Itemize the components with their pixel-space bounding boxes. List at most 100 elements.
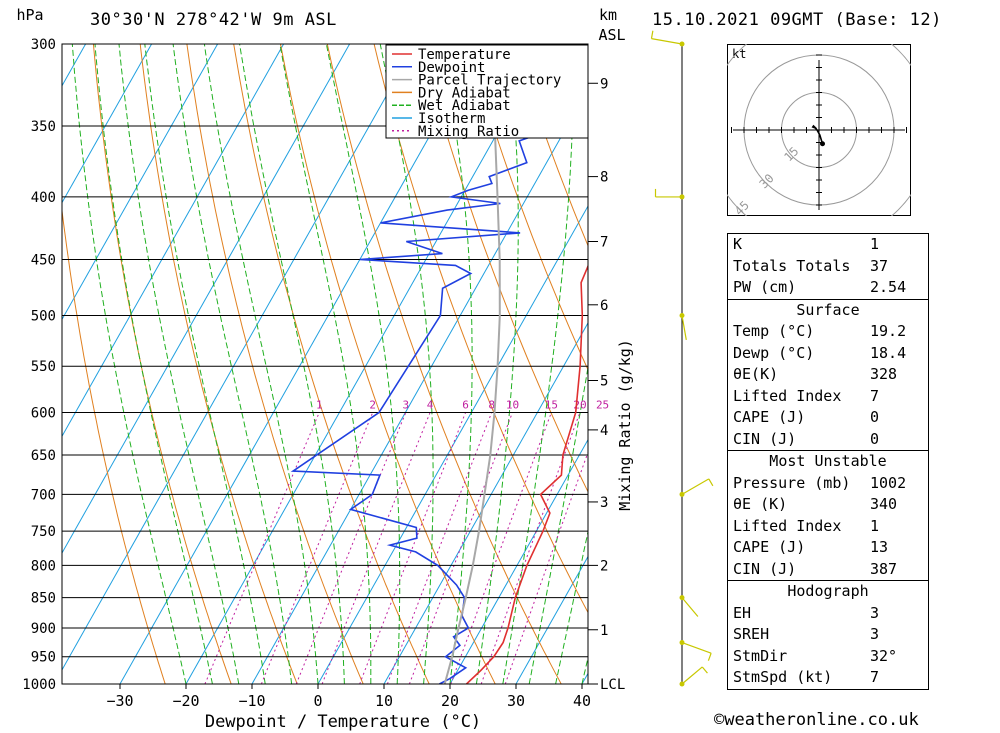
table-label: θE(K): [733, 365, 779, 383]
table-value: 19.2: [870, 322, 907, 340]
table-row: CAPE (J) 13: [728, 537, 928, 559]
table-value: 18.4: [870, 343, 907, 362]
pressure-axis: 300 350 400 450 500 550 600 650 700 750 800 850 900 9…: [22, 37, 56, 693]
wind-barb-flag: [707, 652, 712, 661]
table-value: 2.54: [870, 278, 907, 296]
height-tick-label: 4: [600, 423, 608, 439]
x-axis-label: Dewpoint / Temperature (°C): [205, 712, 481, 732]
table-row: CAPE (J) 0: [728, 407, 928, 429]
dry-adiabat-line: [326, 44, 562, 684]
isotherm-line: [62, 44, 219, 321]
dewpoint-line: [290, 44, 588, 684]
isotherm-line: [251, 88, 588, 684]
table-value: 7: [870, 668, 880, 686]
table-row: θE(K) 328: [728, 364, 928, 386]
wind-barb: [651, 38, 683, 45]
dry-adiabat-line: [280, 44, 496, 684]
table-value: 340: [870, 495, 898, 513]
station-location: 30°30'N 278°42'W 9m ASL: [90, 10, 337, 30]
isotherm-line: [119, 44, 483, 684]
isotherm-line: [317, 205, 588, 684]
pressure-tick-label: 750: [31, 524, 56, 540]
legend-entry: Wet Adiabat: [418, 98, 511, 114]
table-value: 3: [870, 625, 880, 643]
dry-adiabat-line: [467, 44, 588, 371]
isotherm-line: [62, 44, 153, 204]
temperature-tick-label: −10: [238, 692, 265, 710]
wet-adiabat-line: [279, 44, 372, 684]
wet-adiabat-line: [581, 655, 588, 684]
table-row: Totals Totals 37: [728, 256, 928, 278]
table-value: 3: [870, 603, 880, 622]
pressure-unit-label: hPa: [16, 6, 43, 24]
wind-barb-flag: [701, 666, 708, 674]
most-unstable-title: Most Unstable: [769, 452, 887, 470]
isotherm-line: [449, 438, 588, 684]
mixing-ratio-label: 15: [545, 398, 558, 411]
height-tick-label: 9: [600, 76, 608, 92]
table-label: K: [733, 235, 743, 253]
pressure-tick-label: 550: [31, 359, 56, 375]
mixing-ratio-line: [450, 412, 552, 684]
legend-entry: Mixing Ratio: [418, 124, 519, 140]
isotherm-line: [62, 44, 417, 671]
site-credit: ©weatheronline.co.uk: [714, 710, 919, 730]
isotherm-line: [383, 321, 588, 684]
mixing-ratio-label: 6: [462, 398, 469, 411]
legend-entry: Parcel Trajectory: [418, 73, 561, 89]
table-value: 13: [870, 538, 889, 556]
wet-adiabat-line: [555, 529, 588, 684]
wet-adiabat-line: [502, 44, 574, 684]
table-value: 0: [870, 408, 880, 426]
table-row: Pressure (mb) 1002: [728, 473, 928, 495]
table-label: StmSpd (kt): [733, 668, 833, 686]
table-label: Lifted Index: [733, 516, 842, 535]
pressure-tick-label: 650: [31, 448, 56, 464]
table-value: 32°: [870, 646, 898, 665]
dry-adiabat-line: [420, 44, 588, 493]
pressure-tick-label: 400: [31, 190, 56, 206]
temperature-tick-label: 0: [313, 692, 322, 710]
temperature-tick-label: −30: [106, 692, 133, 710]
mixing-ratio-line: [295, 412, 407, 684]
table-row: CIN (J) 387: [728, 559, 928, 581]
table-value: 387: [870, 559, 898, 578]
pressure-tick-label: 1000: [22, 677, 56, 693]
wet-adiabat-line: [239, 44, 345, 684]
sounding-datetime: 15.10.2021 09GMT (Base: 12): [652, 10, 942, 30]
table-row: StmSpd (kt) 7: [728, 667, 928, 689]
storm-motion-dot: [820, 141, 825, 147]
table-label: Pressure (mb): [733, 473, 851, 492]
mixing-ratio-line: [480, 412, 581, 684]
plot-frame: [61, 43, 589, 685]
mixing-ratio-line: [321, 412, 431, 684]
legend-entry: Temperature: [418, 47, 511, 63]
temperature-tick-label: 20: [441, 692, 459, 710]
dry-adiabat-line: [373, 44, 588, 614]
hodograph-unit: kt: [732, 47, 746, 61]
height-tick-label: 2: [600, 558, 608, 574]
mixing-ratio-line: [359, 412, 467, 684]
mixing-ratio-label: 8: [488, 398, 495, 411]
isotherm-line: [185, 44, 549, 684]
height-unit-asl: ASL: [598, 26, 625, 44]
mixing-ratio-axis-label: Mixing Ratio (g/kg): [616, 339, 634, 511]
legend-entry: Dry Adiabat: [418, 85, 511, 101]
pressure-tick-label: 900: [31, 621, 56, 637]
height-tick-label: 8: [600, 170, 608, 186]
mixing-ratio-label: 3: [402, 398, 409, 411]
height-axis: 9 8 7 6 5 4 3 2 1 LCL: [588, 76, 625, 693]
table-row: Dewp (°C) 18.4: [728, 343, 928, 365]
table-value: 328: [870, 365, 898, 383]
height-tick-label: LCL: [600, 677, 625, 693]
temperature-tick-label: 30: [507, 692, 525, 710]
dry-adiabat-line: [186, 44, 364, 684]
table-value: 7: [870, 386, 880, 405]
height-tick-label: 3: [600, 495, 608, 511]
wet-adiabat-line: [144, 44, 266, 684]
height-tick-label: 5: [600, 374, 608, 390]
mixing-ratio-label: 4: [427, 398, 434, 411]
